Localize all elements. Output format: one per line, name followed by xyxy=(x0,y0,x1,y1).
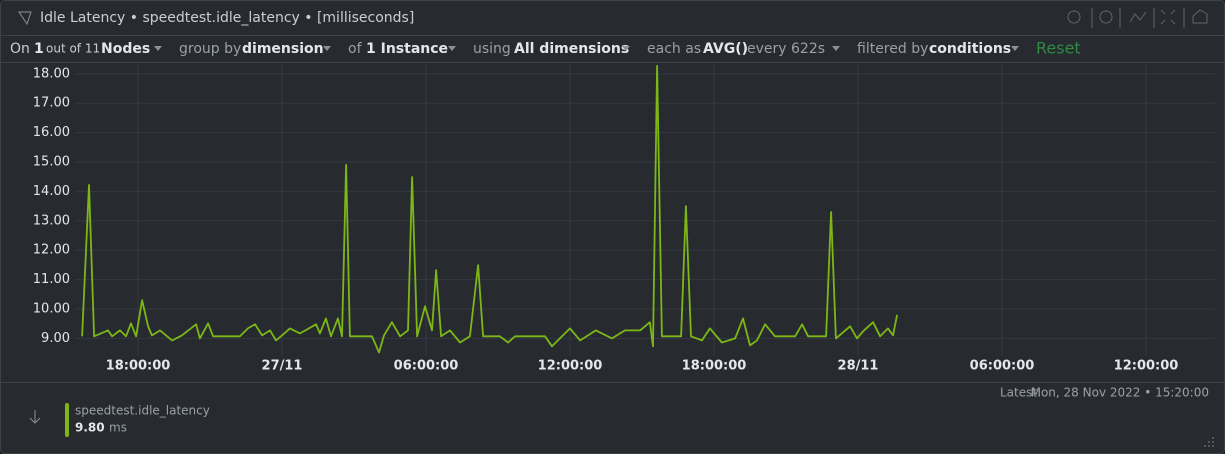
toolbar-text: using xyxy=(473,41,511,57)
x-tick-label: 12:00:00 xyxy=(538,359,603,374)
y-tick-label: 15.00 xyxy=(33,155,70,170)
x-tick-label: 18:00:00 xyxy=(682,359,747,374)
y-tick-label: 16.00 xyxy=(33,125,70,140)
y-tick-label: 13.00 xyxy=(33,213,70,228)
group-by-dropdown[interactable]: dimension xyxy=(242,41,324,57)
x-tick-label: 12:00:00 xyxy=(1114,359,1179,374)
latest-time: Mon, 28 Nov 2022 • 15:20:00 xyxy=(1031,386,1209,400)
legend-name[interactable]: speedtest.idle_latency xyxy=(75,404,210,418)
fullscreen-button[interactable] xyxy=(1160,9,1176,25)
plot-area: 9.00 10.00 11.00 12.00 13.00 14.00 15.00 16.00 1… xyxy=(33,65,1215,374)
chart-icon xyxy=(18,11,32,26)
y-tick-label: 10.00 xyxy=(33,301,70,316)
chevron[interactable] xyxy=(323,46,331,51)
y-tick-label: 9.00 xyxy=(41,331,70,346)
toolbar-text: filtered by xyxy=(857,41,928,57)
reset-button[interactable]: Reset xyxy=(1036,39,1081,58)
legend-value: 9.80 xyxy=(75,421,105,435)
instance-dropdown[interactable]: 1 Instance xyxy=(366,41,448,57)
resize-handle[interactable] xyxy=(1204,437,1214,447)
chart-type-button[interactable] xyxy=(1129,11,1147,23)
time-aggregation[interactable]: every 622s xyxy=(747,41,825,57)
nodes-count[interactable]: 1 xyxy=(34,41,44,57)
aggregation-dropdown[interactable]: AVG() xyxy=(703,41,748,57)
chevron[interactable] xyxy=(622,46,630,51)
info-button[interactable] xyxy=(1099,10,1113,24)
x-tick-label: 06:00:00 xyxy=(394,359,459,374)
zoom-button[interactable] xyxy=(1067,10,1081,24)
dimensions-dropdown[interactable]: All dimensions xyxy=(514,41,629,57)
toolbar-text: each as xyxy=(647,41,701,57)
chevron[interactable] xyxy=(832,46,840,51)
nodes-total[interactable]: out of 11 xyxy=(46,42,100,56)
x-tick-label: 27/11 xyxy=(262,359,303,374)
y-tick-label: 18.00 xyxy=(33,66,70,81)
alert-button[interactable] xyxy=(1192,9,1208,24)
nodes-label[interactable]: Nodes xyxy=(101,41,150,57)
toolbar-text: of xyxy=(348,41,363,57)
chevron[interactable] xyxy=(154,46,162,51)
y-tick-label: 17.00 xyxy=(33,96,70,111)
y-tick-label: 11.00 xyxy=(33,272,70,287)
x-tick-label: 06:00:00 xyxy=(970,359,1035,374)
latest-label: Latest: xyxy=(1000,386,1041,400)
series-line xyxy=(81,65,898,354)
toolbar-text: group by xyxy=(179,41,241,57)
chart-title: Idle Latency • speedtest.idle_latency • … xyxy=(40,10,414,26)
sort-arrow[interactable] xyxy=(29,410,41,424)
x-tick-label: 28/11 xyxy=(838,359,879,374)
legend-unit: ms xyxy=(109,421,127,435)
legend-swatch xyxy=(65,403,69,437)
y-tick-label: 12.00 xyxy=(33,243,70,258)
header-actions xyxy=(1067,8,1208,28)
y-tick-label: 14.00 xyxy=(33,184,70,199)
toolbar-text: On xyxy=(10,41,30,57)
x-tick-label: 18:00:00 xyxy=(106,359,171,374)
filter-dropdown[interactable]: conditions xyxy=(929,41,1011,57)
chevrons xyxy=(154,46,1019,51)
chevron[interactable] xyxy=(1011,46,1019,51)
toolbar: On 1 out of 11 Nodes group by dimension … xyxy=(10,39,1081,58)
chevron[interactable] xyxy=(448,46,456,51)
